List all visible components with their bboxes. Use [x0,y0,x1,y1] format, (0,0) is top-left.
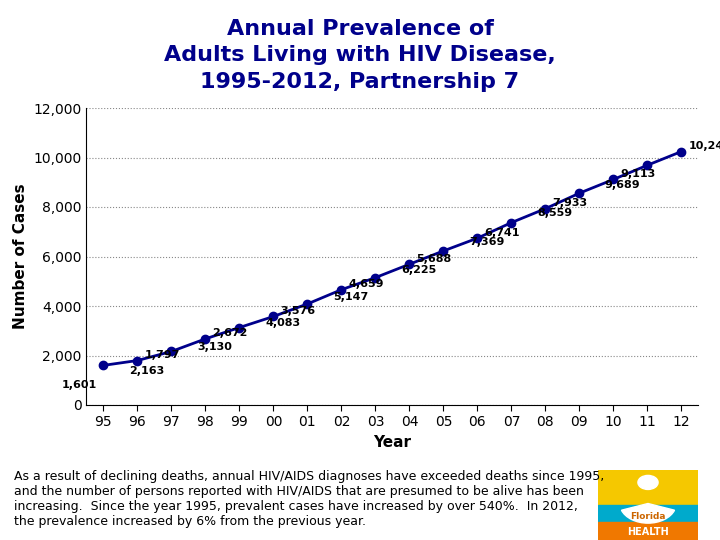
Text: 3,576: 3,576 [280,306,315,316]
Wedge shape [621,503,675,523]
Text: 6,225: 6,225 [401,265,436,275]
Text: 4,083: 4,083 [266,319,300,328]
Text: Annual Prevalence of
Adults Living with HIV Disease,
1995-2012, Partnership 7: Annual Prevalence of Adults Living with … [164,19,556,92]
Bar [598,523,698,540]
Y-axis label: Number of Cases: Number of Cases [13,184,28,329]
Text: 4,659: 4,659 [348,279,384,289]
Text: 2,163: 2,163 [129,366,164,376]
Text: 2,672: 2,672 [212,328,248,339]
Text: As a result of declining deaths, annual HIV/AIDS diagnoses have exceeded deaths : As a result of declining deaths, annual … [14,470,605,528]
Text: 6,741: 6,741 [485,227,520,238]
Text: 8,559: 8,559 [537,207,572,218]
Text: Florida: Florida [630,511,666,521]
Text: 5,147: 5,147 [333,292,369,302]
Circle shape [638,475,658,489]
Bar [598,470,698,505]
Text: 10,241: 10,241 [688,141,720,151]
Text: 7,369: 7,369 [469,237,505,247]
Text: HEALTH: HEALTH [627,526,669,537]
Text: 1,797: 1,797 [144,350,180,360]
Text: 9,113: 9,113 [621,169,656,179]
Text: 3,130: 3,130 [197,342,233,352]
Bar [598,505,698,523]
X-axis label: Year: Year [374,435,411,450]
Text: 1,601: 1,601 [61,380,96,390]
Text: 5,688: 5,688 [416,254,451,264]
Text: 7,933: 7,933 [552,198,588,208]
Text: 9,689: 9,689 [605,180,641,190]
